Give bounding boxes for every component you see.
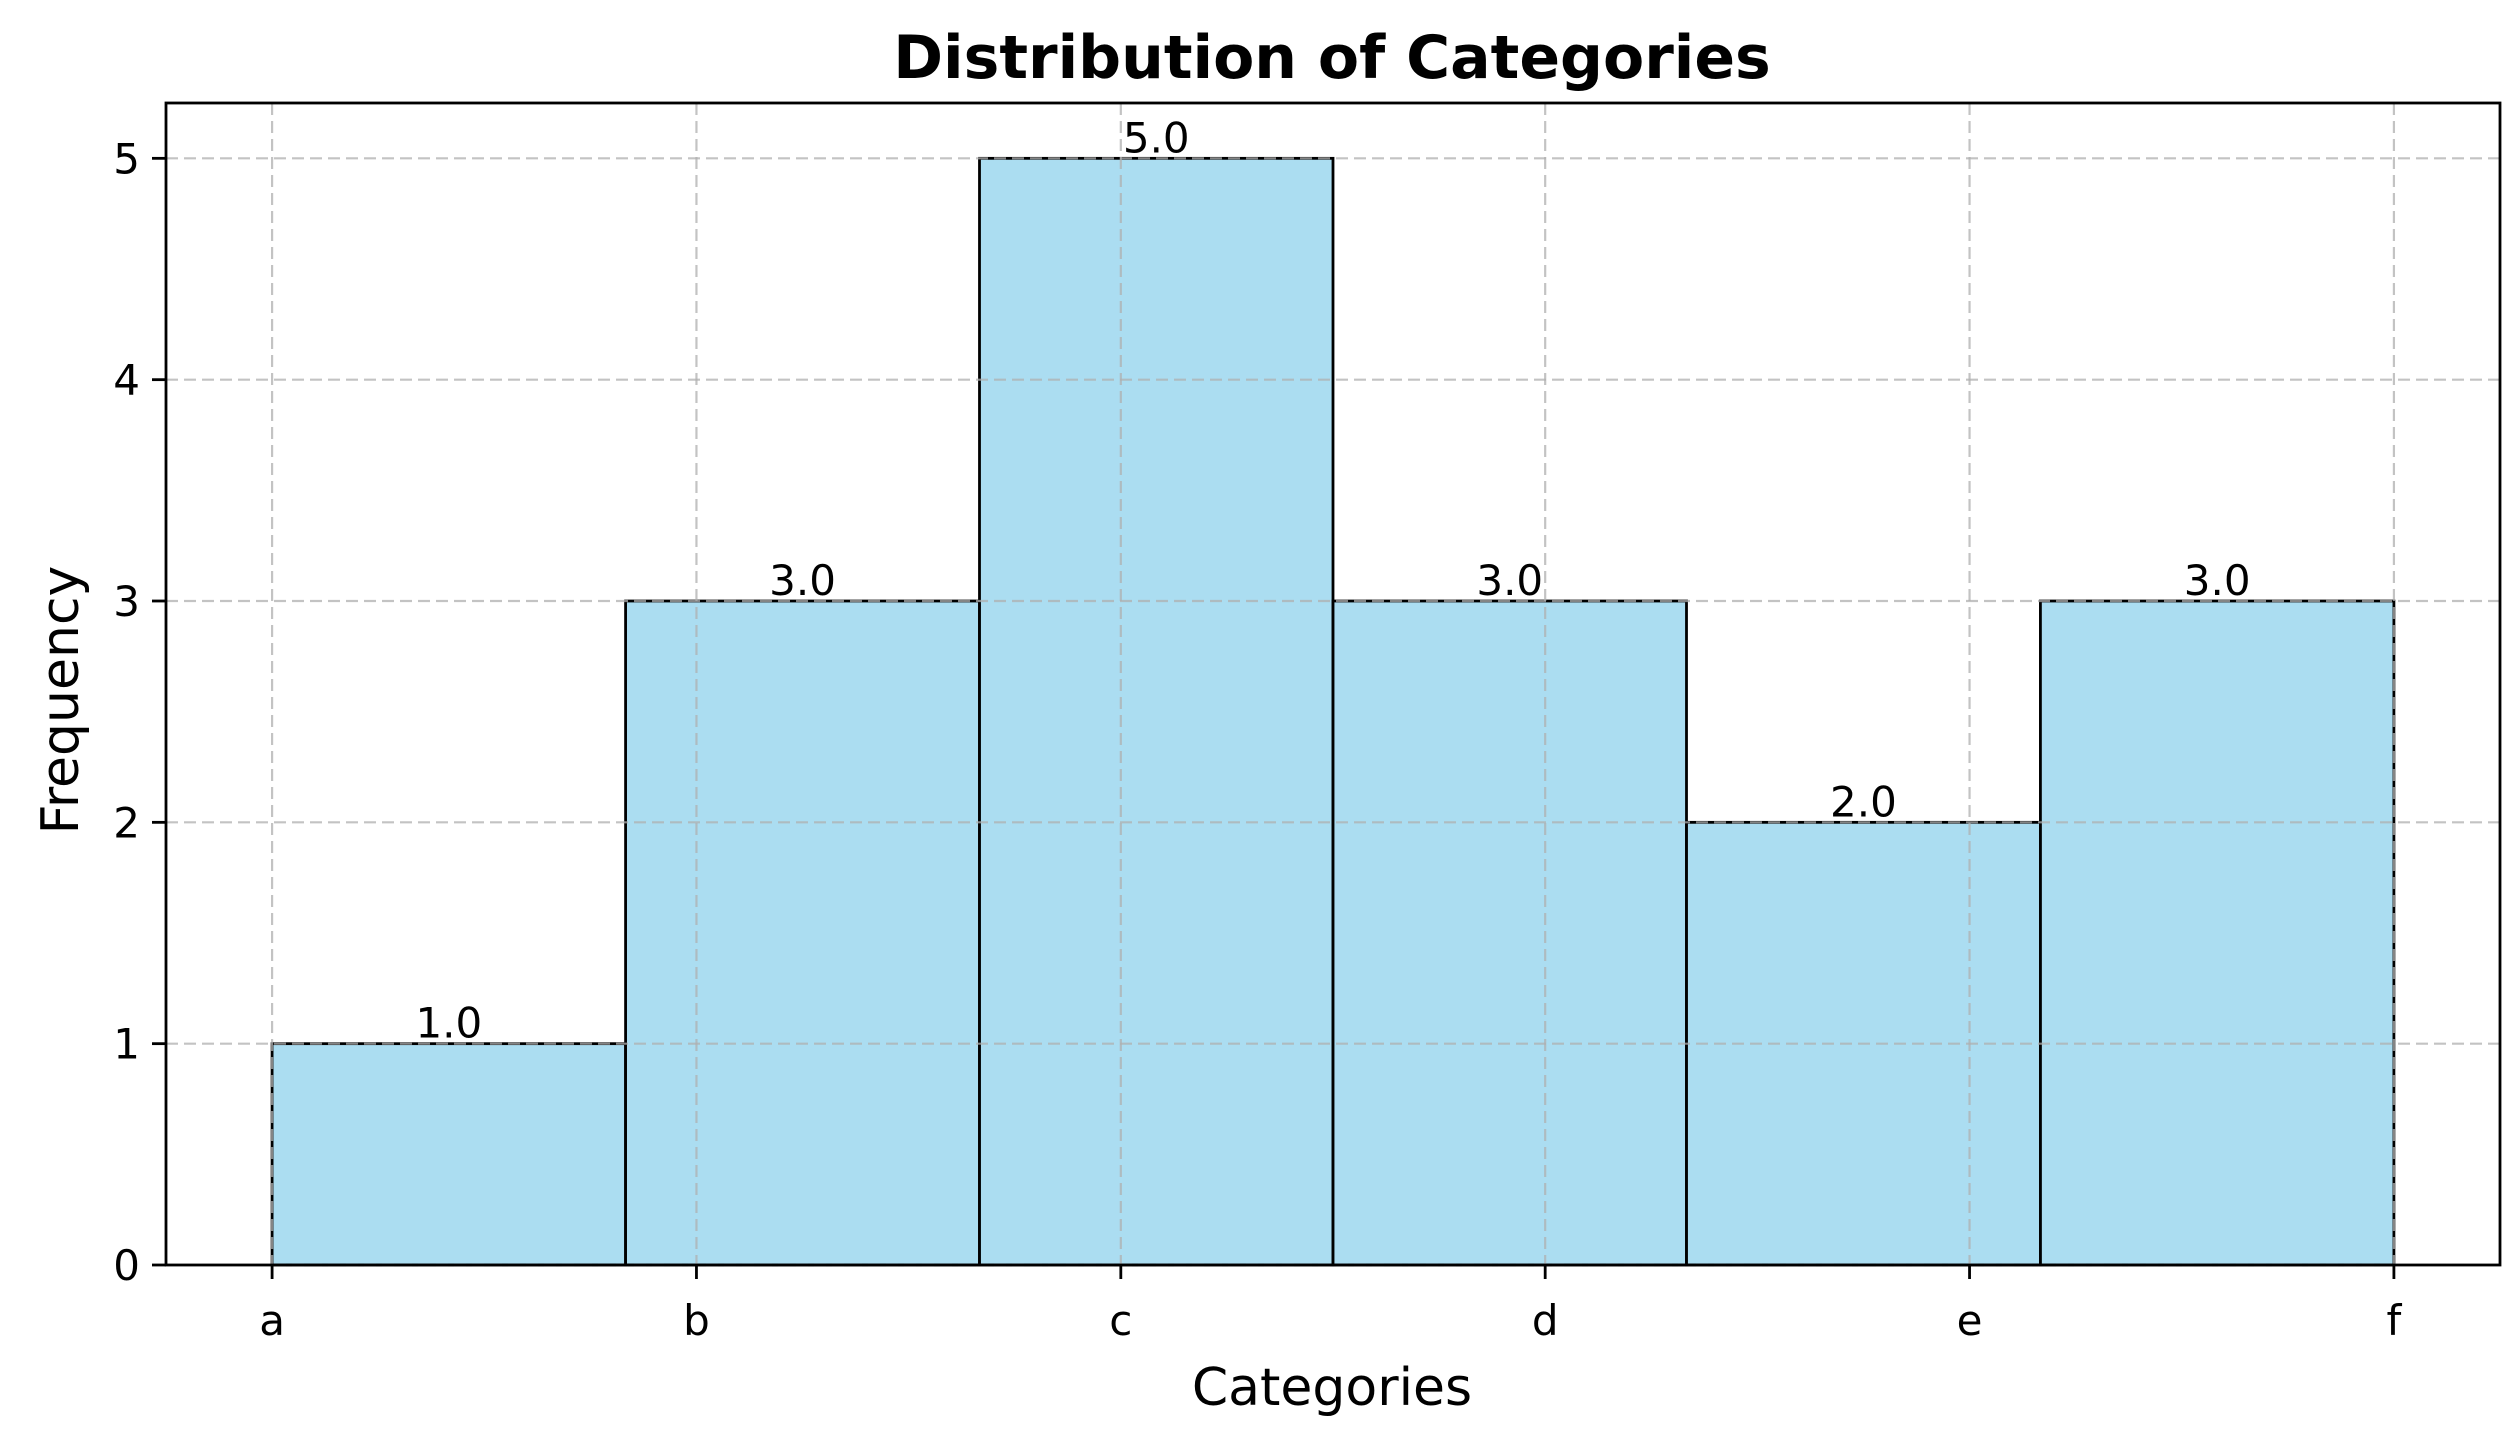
x-tick-label-f: f — [2387, 1296, 2403, 1345]
bar-3 — [1331, 599, 1688, 1267]
x-axis-label: Categories — [1192, 1358, 1472, 1418]
bar-5 — [2039, 599, 2396, 1267]
bar-value-label-0: 1.0 — [415, 999, 482, 1048]
bar-0 — [270, 1042, 627, 1267]
bar-value-label-3: 3.0 — [1476, 556, 1543, 605]
y-tick-label-4: 4 — [113, 356, 140, 405]
y-axis-label: Frequency — [31, 566, 91, 835]
y-tick-label-2: 2 — [113, 798, 140, 847]
chart-title: Distribution of Categories — [893, 23, 1771, 93]
x-tick-label-d: d — [1532, 1296, 1559, 1345]
plot-frame — [164, 101, 2502, 1267]
x-tick-label-a: a — [259, 1296, 285, 1345]
bar-value-label-5: 3.0 — [2184, 556, 2251, 605]
bar-value-labels: 1.0 3.0 5.0 3.0 2.0 3.0 — [415, 113, 2250, 1047]
bars — [270, 156, 2396, 1267]
axis-ticks: a b c d e f 0 1 2 3 4 5 — [113, 134, 2402, 1345]
y-tick-label-5: 5 — [113, 134, 140, 183]
x-tick-label-b: b — [683, 1296, 710, 1345]
bar-value-label-4: 2.0 — [1830, 777, 1897, 826]
y-tick-label-0: 0 — [113, 1241, 140, 1290]
x-tick-label-c: c — [1109, 1296, 1132, 1345]
y-tick-label-3: 3 — [113, 577, 140, 626]
bar-value-label-1: 3.0 — [769, 556, 836, 605]
y-tick-label-1: 1 — [113, 1020, 140, 1069]
bar-2 — [978, 156, 1335, 1267]
x-tick-label-e: e — [1957, 1296, 1983, 1345]
bar-value-label-2: 5.0 — [1123, 113, 1190, 162]
bar-1 — [624, 599, 981, 1267]
